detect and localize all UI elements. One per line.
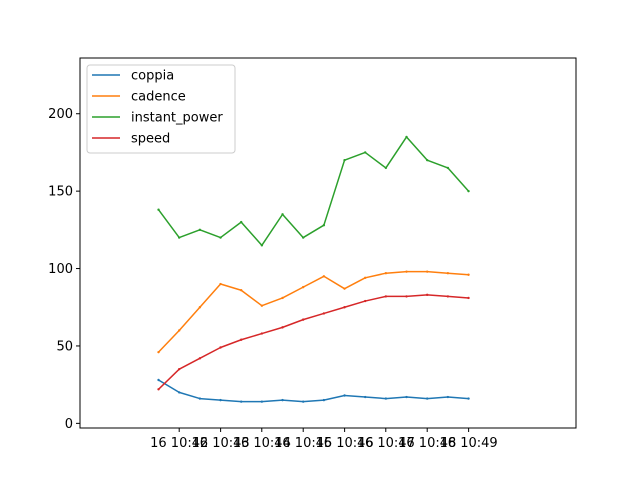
- data-point-cadence-0: [157, 350, 160, 354]
- data-point-coppia-0: [157, 378, 160, 382]
- legend-label-coppia: coppia: [131, 69, 174, 84]
- data-point-instant_power-9: [343, 158, 346, 162]
- data-point-cadence-12: [405, 270, 408, 273]
- data-point-instant_power-7: [302, 236, 305, 239]
- x-tick-label: 16 10:42: [150, 436, 208, 451]
- data-point-coppia-8: [322, 398, 326, 402]
- data-point-coppia-2: [198, 397, 202, 400]
- plot-frame: [79, 57, 577, 429]
- data-point-coppia-4: [240, 400, 243, 403]
- data-point-instant_power-6: [281, 213, 284, 216]
- data-point-cadence-10: [364, 276, 367, 280]
- y-tick-label: 0: [65, 417, 73, 432]
- data-point-speed-0: [157, 388, 160, 391]
- data-point-speed-1: [178, 367, 181, 371]
- data-point-instant_power-3: [219, 236, 222, 239]
- data-point-coppia-14: [446, 395, 450, 399]
- data-point-instant_power-5: [260, 244, 264, 247]
- data-point-cadence-13: [426, 270, 429, 273]
- data-point-speed-10: [364, 299, 367, 303]
- data-point-speed-8: [322, 312, 326, 315]
- data-point-coppia-13: [426, 397, 429, 400]
- x-tick-label: 16 10:44: [233, 436, 291, 451]
- data-point-coppia-10: [364, 395, 367, 399]
- data-point-cadence-14: [446, 271, 450, 275]
- legend-label-cadence: cadence: [131, 90, 186, 105]
- data-point-instant_power-13: [426, 158, 429, 162]
- data-point-cadence-15: [467, 273, 470, 276]
- data-point-instant_power-14: [446, 166, 450, 170]
- series-line-coppia: [158, 379, 469, 403]
- y-tick-label: 50: [56, 339, 73, 354]
- data-point-instant_power-4: [240, 220, 243, 224]
- data-point-instant_power-1: [178, 236, 181, 239]
- series-line-cadence: [157, 270, 469, 353]
- x-tick-label: 16 10:43: [192, 436, 250, 451]
- data-point-cadence-11: [384, 271, 388, 275]
- x-tick-label: 16 10:45: [274, 436, 332, 451]
- data-point-cadence-8: [322, 275, 326, 278]
- data-point-coppia-6: [281, 398, 284, 402]
- data-point-speed-12: [405, 295, 408, 298]
- x-tick-label: 16 10:48: [398, 436, 456, 451]
- y-tick-label: 150: [48, 185, 73, 200]
- data-point-instant_power-10: [364, 151, 367, 154]
- data-point-cadence-5: [260, 304, 264, 307]
- data-point-coppia-9: [343, 394, 346, 397]
- data-point-coppia-11: [384, 397, 388, 400]
- x-tick-label: 16 10:49: [440, 436, 498, 451]
- data-point-speed-5: [260, 332, 264, 335]
- data-point-speed-11: [384, 295, 388, 298]
- x-tick-label: 16 10:47: [357, 436, 415, 451]
- data-point-instant_power-12: [405, 135, 408, 139]
- legend-label-speed: speed: [131, 132, 170, 147]
- data-point-coppia-3: [219, 398, 222, 402]
- series-layer: [157, 135, 470, 403]
- data-point-instant_power-2: [198, 228, 202, 232]
- data-point-instant_power-11: [384, 166, 388, 170]
- y-axis: 0 50 100 150 200: [48, 107, 80, 432]
- x-tick-label: 16 10:46: [316, 436, 374, 451]
- data-point-cadence-9: [343, 287, 346, 290]
- data-point-speed-7: [302, 318, 305, 321]
- data-point-instant_power-8: [322, 224, 326, 227]
- data-point-speed-9: [343, 306, 346, 309]
- data-point-speed-13: [426, 293, 429, 297]
- data-point-speed-15: [467, 296, 470, 300]
- legend-box: [86, 64, 236, 154]
- data-point-coppia-1: [178, 391, 181, 394]
- data-point-instant_power-0: [157, 208, 160, 211]
- data-point-coppia-15: [467, 397, 470, 400]
- y-tick-label: 100: [48, 262, 73, 277]
- data-point-coppia-5: [260, 400, 264, 403]
- y-tick-label: 200: [48, 107, 73, 122]
- data-point-coppia-12: [405, 395, 408, 399]
- data-point-cadence-3: [219, 282, 222, 286]
- data-point-cadence-1: [178, 329, 181, 332]
- data-point-speed-14: [446, 295, 450, 298]
- data-point-instant_power-15: [467, 189, 470, 193]
- data-point-speed-3: [219, 346, 222, 349]
- data-point-speed-4: [240, 338, 243, 341]
- data-point-cadence-7: [302, 285, 305, 289]
- data-point-cadence-6: [281, 296, 284, 300]
- legend-label-instant_power: instant_power: [131, 111, 223, 126]
- data-point-coppia-7: [302, 400, 305, 403]
- data-point-cadence-4: [240, 289, 243, 292]
- data-point-speed-2: [198, 357, 202, 360]
- series-line-speed: [158, 294, 469, 390]
- data-point-cadence-2: [198, 306, 202, 309]
- series-line-instant_power: [157, 136, 470, 247]
- data-point-speed-6: [281, 326, 284, 329]
